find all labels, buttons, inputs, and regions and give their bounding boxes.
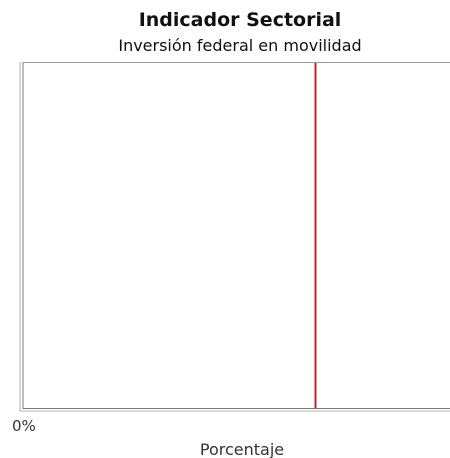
- x-tick-label-0: 0%: [12, 417, 36, 435]
- chart-subtitle: Inversión federal en movilidad: [118, 36, 362, 55]
- x-axis-label: Porcentaje: [200, 440, 284, 458]
- chart-title: Indicador Sectorial: [138, 9, 342, 31]
